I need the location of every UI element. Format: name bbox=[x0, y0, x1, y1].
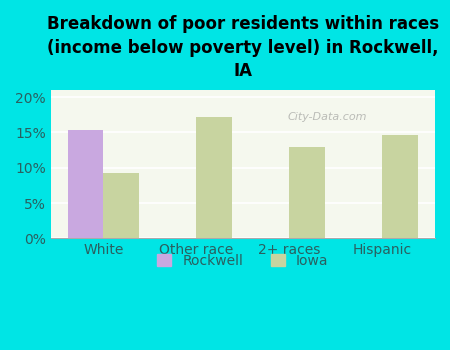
Text: City-Data.com: City-Data.com bbox=[288, 112, 367, 122]
Bar bbox=[196, 117, 232, 238]
Legend: Rockwell, Iowa: Rockwell, Iowa bbox=[152, 248, 334, 273]
Bar bbox=[289, 147, 324, 238]
Bar bbox=[382, 135, 418, 238]
Bar bbox=[104, 173, 139, 238]
Bar bbox=[68, 130, 104, 238]
Title: Breakdown of poor residents within races
(income below poverty level) in Rockwel: Breakdown of poor residents within races… bbox=[47, 15, 439, 80]
